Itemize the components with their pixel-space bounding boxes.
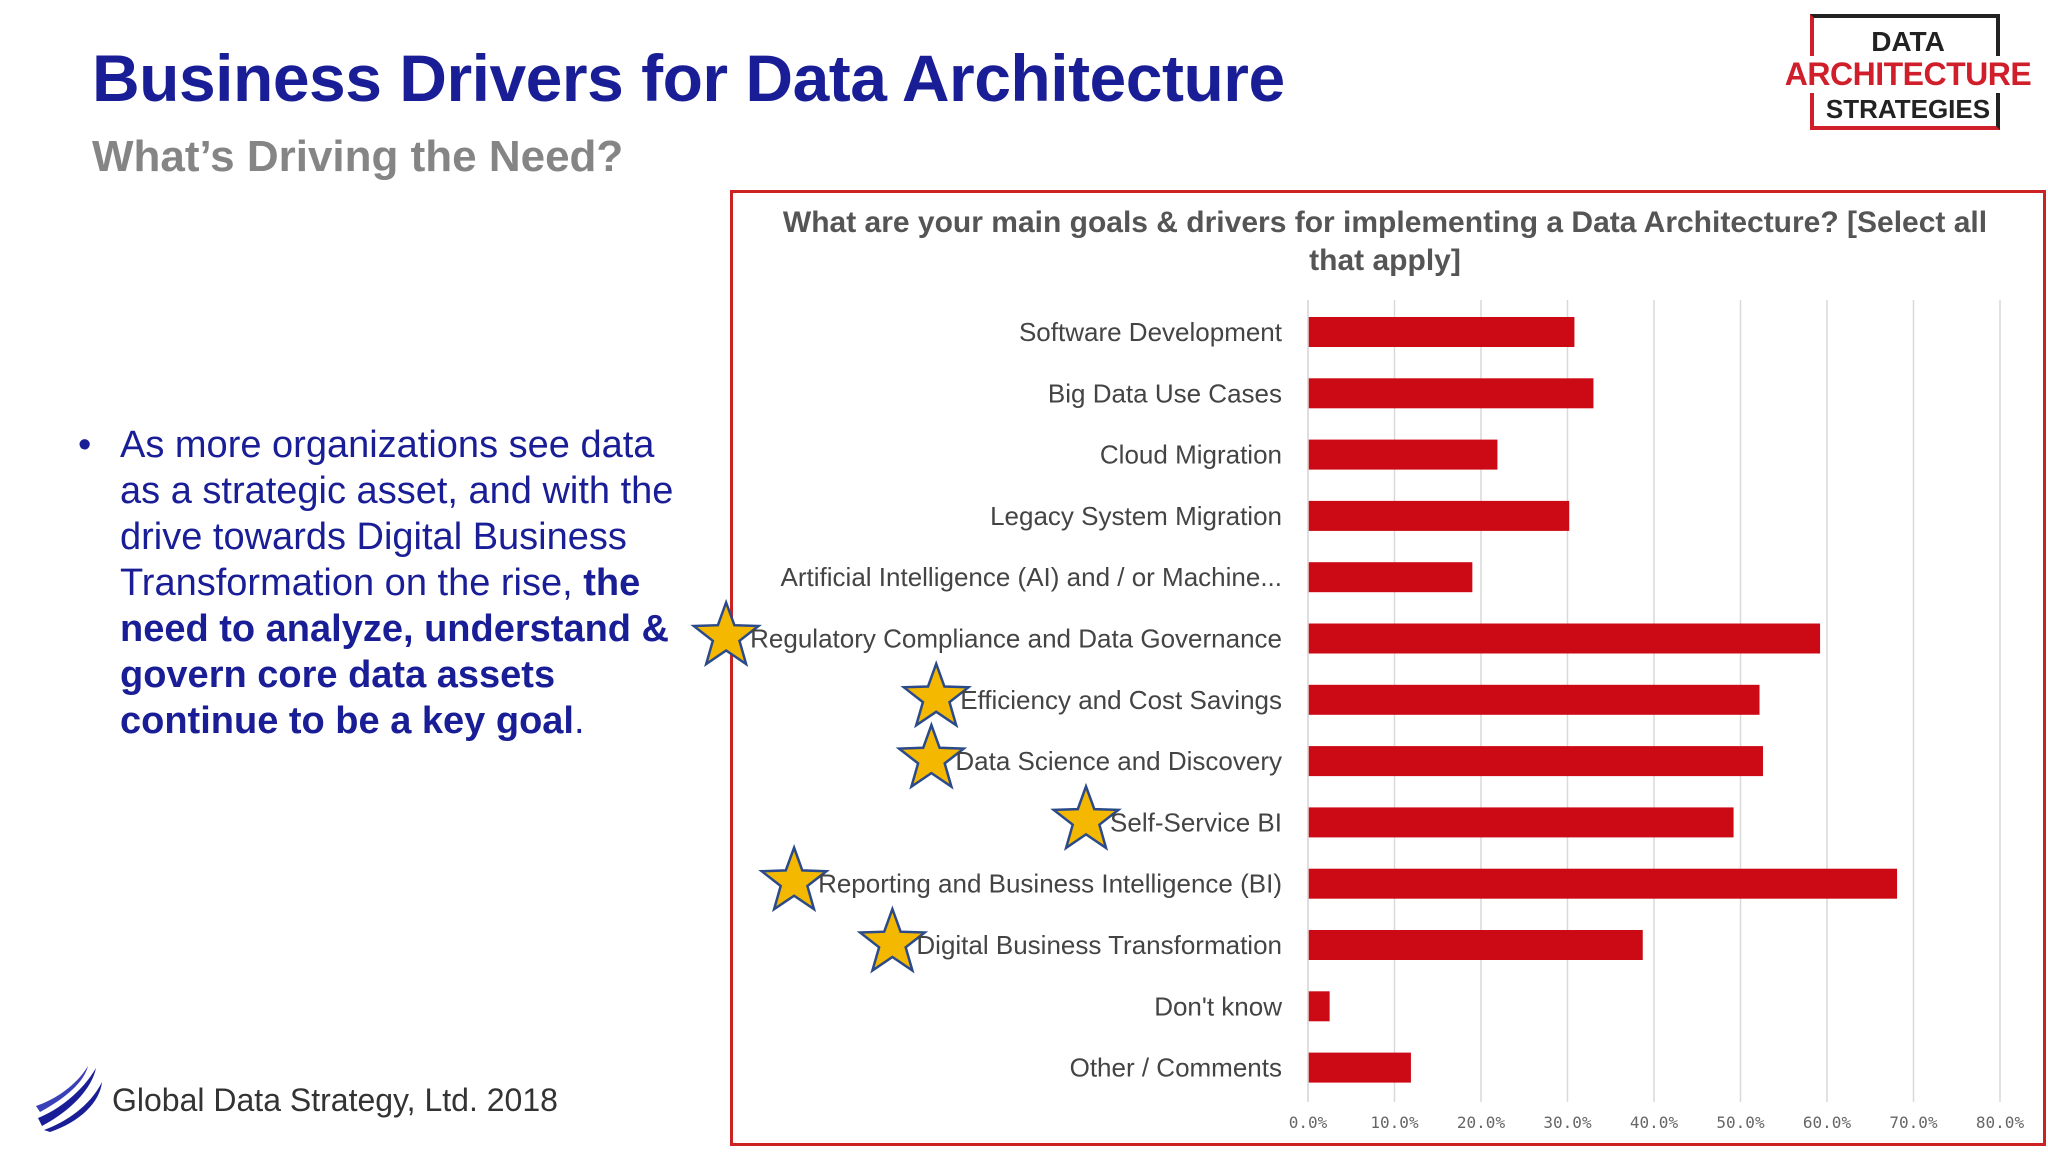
x-tick-label: 40.0% bbox=[1630, 1113, 1679, 1132]
logo-line-2: ARCHITECTURE bbox=[1768, 56, 2048, 93]
bar bbox=[1308, 684, 1760, 715]
bar bbox=[1308, 378, 1594, 409]
bar bbox=[1308, 562, 1473, 593]
category-label: Efficiency and Cost Savings bbox=[960, 685, 1282, 715]
footer-copyright: Global Data Strategy, Ltd. 2018 bbox=[112, 1082, 558, 1118]
bar bbox=[1308, 746, 1763, 777]
x-tick-label: 80.0% bbox=[1976, 1113, 2025, 1132]
x-tick-label: 50.0% bbox=[1716, 1113, 1765, 1132]
category-label: Big Data Use Cases bbox=[1048, 378, 1282, 408]
chart-title: What are your main goals & drivers for i… bbox=[782, 206, 1988, 277]
bar bbox=[1308, 868, 1898, 899]
category-label: Self-Service BI bbox=[1110, 807, 1282, 837]
bar bbox=[1308, 439, 1498, 470]
bar bbox=[1308, 991, 1330, 1022]
bar bbox=[1308, 317, 1575, 347]
star-icon bbox=[690, 598, 762, 667]
bar bbox=[1308, 623, 1821, 654]
bar bbox=[1308, 807, 1734, 838]
x-tick-label: 20.0% bbox=[1457, 1113, 1506, 1132]
category-label: Data Science and Discovery bbox=[955, 746, 1282, 776]
category-label: Other / Comments bbox=[1070, 1053, 1282, 1083]
data-architecture-strategies-logo: DATA ARCHITECTURE STRATEGIES bbox=[1768, 14, 2048, 134]
star-icon bbox=[758, 844, 830, 913]
category-label: Digital Business Transformation bbox=[916, 930, 1282, 960]
star-icon bbox=[900, 660, 972, 729]
x-tick-label: 10.0% bbox=[1370, 1113, 1419, 1132]
bar bbox=[1308, 930, 1643, 960]
category-label: Don't know bbox=[1154, 991, 1282, 1021]
x-tick-label: 70.0% bbox=[1889, 1113, 1938, 1132]
bar bbox=[1308, 1052, 1411, 1083]
x-tick-label: 0.0% bbox=[1289, 1113, 1328, 1132]
bullet-marker: • bbox=[78, 424, 92, 466]
x-tick-label: 60.0% bbox=[1803, 1113, 1852, 1132]
x-tick-label: 30.0% bbox=[1543, 1113, 1592, 1132]
category-label: Software Development bbox=[1019, 317, 1283, 347]
star-icon bbox=[856, 905, 929, 974]
bar bbox=[1308, 500, 1570, 531]
star-icon bbox=[1050, 782, 1122, 851]
category-label: Reporting and Business Intelligence (BI) bbox=[818, 869, 1282, 899]
page-subtitle: What’s Driving the Need? bbox=[92, 132, 624, 181]
logo-line-3: STRATEGIES bbox=[1825, 94, 1991, 124]
bullet-text-bold: the need to analyze, understand & govern… bbox=[120, 562, 669, 742]
category-label: Cloud Migration bbox=[1100, 440, 1282, 470]
page-title: Business Drivers for Data Architecture bbox=[92, 41, 1285, 115]
global-data-strategy-logo-icon bbox=[36, 1066, 102, 1132]
bullet-text-plain: As more organizations see data as a stra… bbox=[120, 424, 674, 604]
category-label: Legacy System Migration bbox=[990, 501, 1282, 531]
bullet-text: As more organizations see data as a stra… bbox=[120, 422, 680, 744]
category-label: Regulatory Compliance and Data Governanc… bbox=[750, 624, 1282, 654]
star-icon bbox=[895, 721, 968, 790]
logo-line-1: DATA bbox=[1871, 26, 1945, 57]
category-label: Artificial Intelligence (AI) and / or Ma… bbox=[781, 562, 1282, 592]
bullet-text-end: . bbox=[573, 700, 585, 742]
